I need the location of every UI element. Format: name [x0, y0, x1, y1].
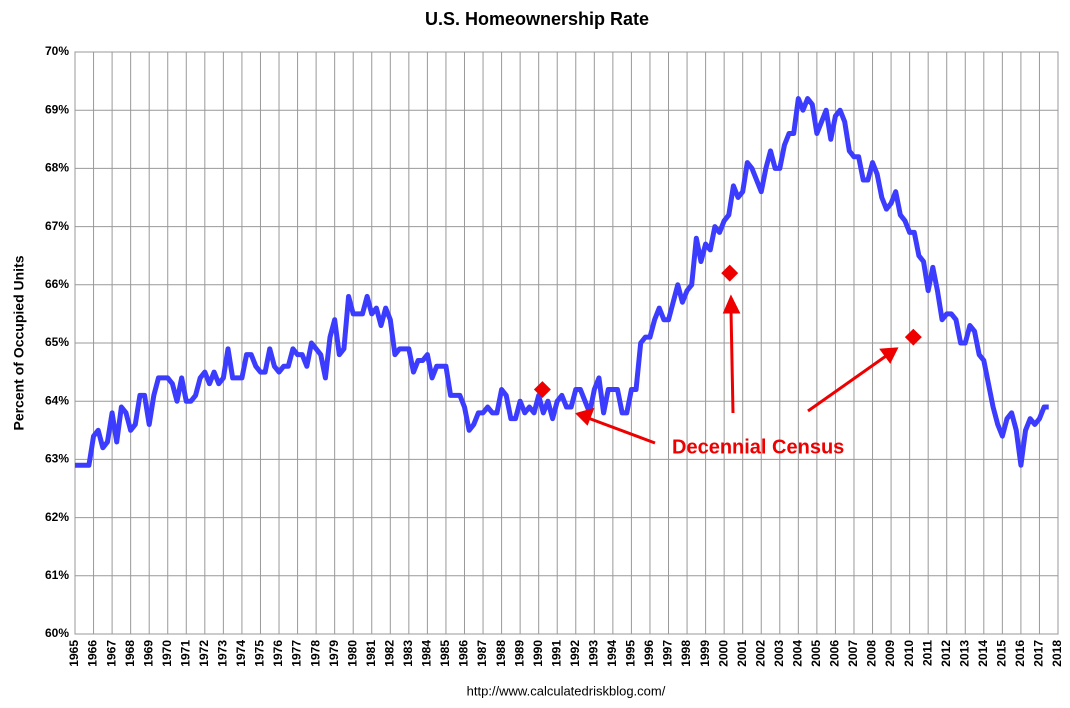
- x-tick-label: 2006: [828, 640, 842, 667]
- y-tick-label: 61%: [45, 568, 69, 582]
- x-tick-label: 1966: [86, 640, 100, 667]
- x-tick-label: 2010: [902, 640, 916, 667]
- annotation: Decennial Census: [672, 436, 844, 458]
- x-tick-label: 2000: [716, 640, 730, 667]
- chart-title: U.S. Homeownership Rate: [425, 9, 649, 29]
- x-tick-label: 2002: [753, 640, 767, 667]
- y-tick-label: 70%: [45, 44, 69, 58]
- x-tick-label: 1984: [420, 640, 434, 667]
- data-line: [75, 96, 1049, 468]
- x-tick-label: 1989: [512, 640, 526, 667]
- x-tick-label: 1996: [642, 640, 656, 667]
- x-tick-label: 1997: [661, 640, 675, 667]
- arrows: [575, 294, 899, 445]
- x-tick-label: 2012: [939, 640, 953, 667]
- x-tick-label: 1974: [234, 640, 248, 667]
- x-tick-label: 1986: [457, 640, 471, 667]
- x-tick-label: 1972: [197, 640, 211, 667]
- x-tick-label: 1988: [494, 640, 508, 667]
- arrow-head: [722, 294, 741, 314]
- x-tick-label: 1976: [271, 640, 285, 667]
- x-tick-label: 1983: [401, 640, 415, 667]
- x-tick-label: 1991: [549, 640, 563, 667]
- x-tick-label: 2008: [865, 640, 879, 667]
- arrow: [729, 309, 735, 414]
- x-tick-label: 1995: [624, 640, 638, 667]
- x-tick-label: 2014: [976, 640, 990, 667]
- arrow: [807, 354, 887, 413]
- x-tick-label: 1973: [216, 640, 230, 667]
- x-tick-label: 1979: [327, 640, 341, 667]
- x-tick-label: 1992: [568, 640, 582, 667]
- census-marker: [904, 328, 922, 346]
- x-tick-label: 1994: [605, 640, 619, 667]
- y-tick-label: 63%: [45, 452, 69, 466]
- y-tick-label: 62%: [45, 510, 69, 524]
- x-tick-label: 2017: [1032, 640, 1046, 667]
- x-tick-label: 1971: [178, 640, 192, 667]
- arrow: [587, 416, 656, 445]
- y-axis-label: Percent of Occupied Units: [11, 255, 27, 430]
- x-tick-label: 2013: [957, 640, 971, 667]
- x-tick-label: 1999: [698, 640, 712, 667]
- x-tick-label: 2003: [772, 640, 786, 667]
- x-tick-label: 2007: [846, 640, 860, 667]
- x-tick-label: 1985: [438, 640, 452, 667]
- x-tick-label: 1990: [531, 640, 545, 667]
- x-tick-label: 2018: [1050, 640, 1064, 667]
- x-tick-label: 2004: [791, 640, 805, 667]
- x-tick-label: 1968: [123, 640, 137, 667]
- x-tick-label: 2001: [735, 640, 749, 667]
- x-tick-label: 2009: [883, 640, 897, 667]
- x-tick-label: 1965: [67, 640, 81, 667]
- y-tick-label: 64%: [45, 393, 69, 407]
- y-tick-label: 69%: [45, 102, 69, 116]
- y-tick-label: 67%: [45, 219, 69, 233]
- y-tick-label: 68%: [45, 161, 69, 175]
- y-tick-label: 60%: [45, 626, 69, 640]
- x-tick-label: 1980: [345, 640, 359, 667]
- x-tick-label: 1975: [253, 640, 267, 667]
- x-tick-label: 1970: [160, 640, 174, 667]
- x-tick-label: 1998: [679, 640, 693, 667]
- x-tick-label: 1967: [104, 640, 118, 667]
- y-tick-label: 66%: [45, 277, 69, 291]
- x-tick-label: 2016: [1013, 640, 1027, 667]
- arrow-head: [575, 407, 595, 426]
- census-marker: [533, 381, 551, 399]
- x-tick-label: 2011: [920, 640, 934, 666]
- arrow-head: [879, 347, 899, 364]
- x-tick-label: 1982: [382, 640, 396, 667]
- x-tick-label: 1977: [290, 640, 304, 667]
- x-tick-label: 2005: [809, 640, 823, 667]
- x-tick-label: 1993: [586, 640, 600, 667]
- x-tick-label: 1978: [308, 640, 322, 667]
- x-tick-label: 1987: [475, 640, 489, 667]
- source: http://www.calculatedriskblog.com/: [467, 683, 666, 698]
- census-marker: [721, 264, 739, 282]
- x-tick-label: 1981: [364, 640, 378, 667]
- x-tick-label: 2015: [995, 640, 1009, 667]
- y-tick-label: 65%: [45, 335, 69, 349]
- x-tick-label: 1969: [141, 640, 155, 667]
